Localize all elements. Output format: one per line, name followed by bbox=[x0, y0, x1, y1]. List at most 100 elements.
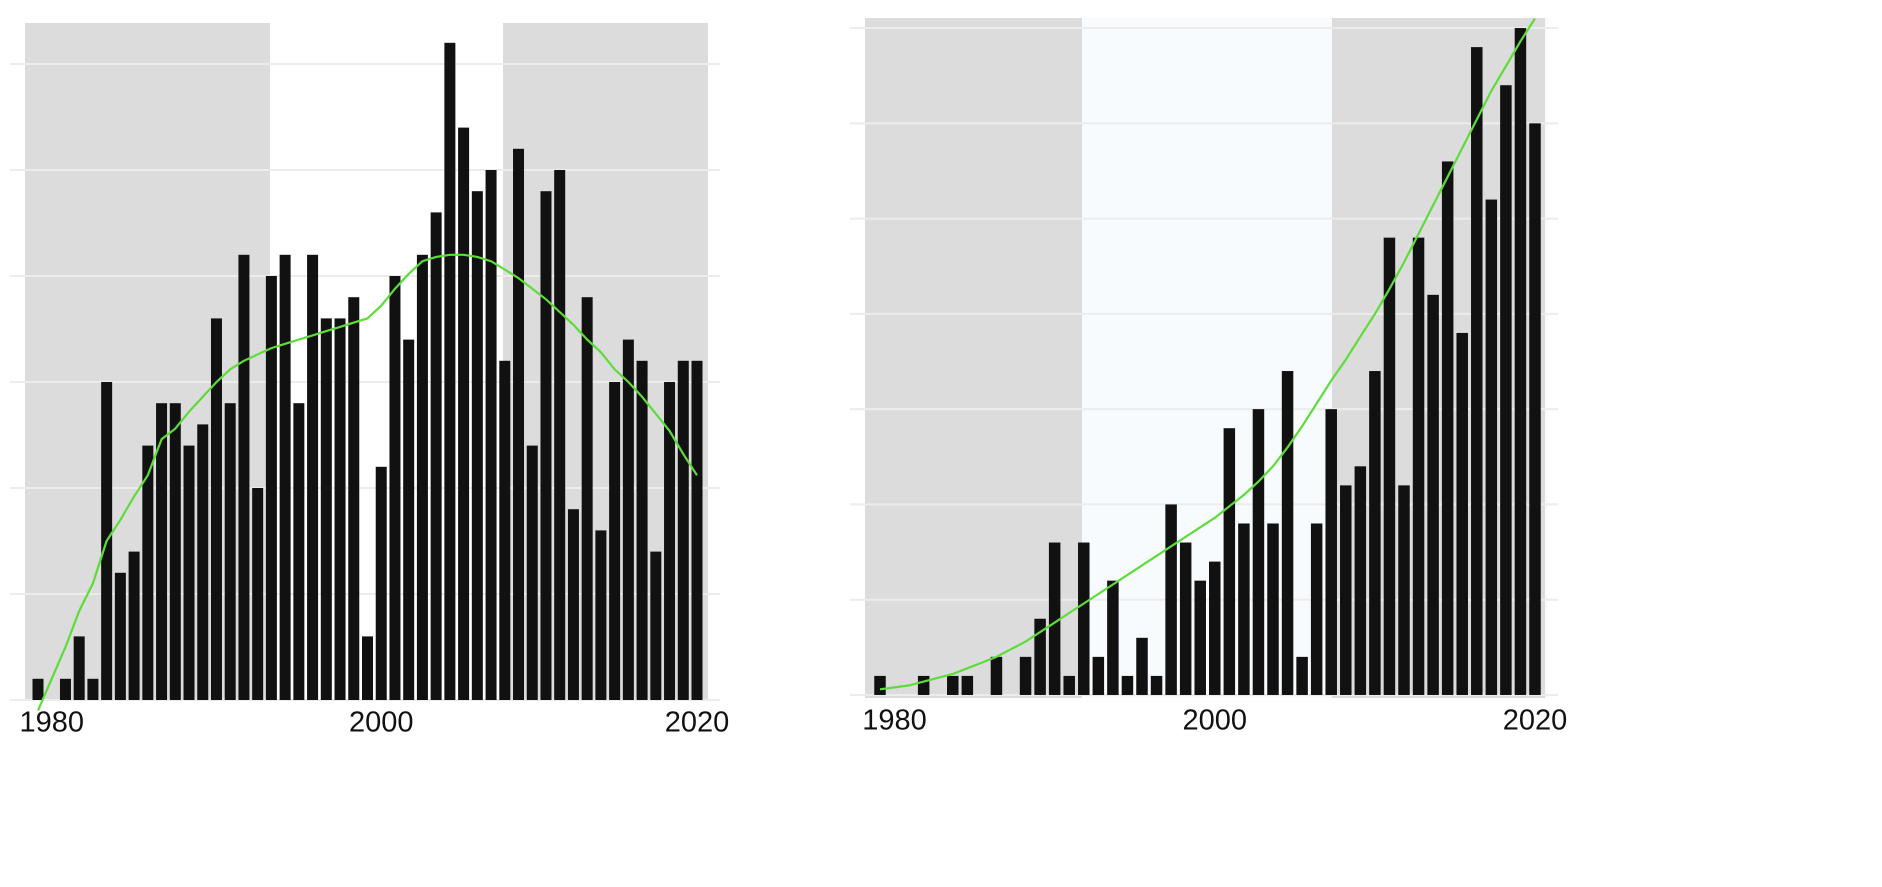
bar bbox=[1340, 485, 1352, 695]
bar bbox=[554, 170, 566, 700]
bar bbox=[1136, 637, 1148, 695]
bar bbox=[444, 42, 456, 701]
bar bbox=[1471, 47, 1483, 695]
bar bbox=[1078, 542, 1090, 695]
bar bbox=[1456, 332, 1468, 695]
bar bbox=[348, 297, 360, 700]
bar bbox=[1354, 466, 1367, 695]
bar bbox=[1310, 523, 1323, 695]
bar bbox=[252, 488, 264, 700]
bar bbox=[947, 675, 959, 695]
bar bbox=[458, 127, 470, 701]
x-tick-label: 1980 bbox=[862, 705, 927, 737]
bar bbox=[265, 276, 277, 700]
bar bbox=[1325, 409, 1337, 695]
bar bbox=[1048, 542, 1061, 695]
bar bbox=[1427, 294, 1439, 695]
bar bbox=[142, 445, 154, 700]
bar bbox=[499, 360, 511, 700]
bar bbox=[32, 678, 44, 700]
bar bbox=[210, 318, 222, 700]
bar bbox=[567, 509, 579, 700]
bar bbox=[293, 403, 305, 700]
bar bbox=[1238, 523, 1250, 695]
bar bbox=[917, 675, 930, 695]
bar bbox=[581, 297, 593, 700]
bar bbox=[1165, 504, 1177, 695]
bar bbox=[1267, 523, 1279, 695]
trend-line bbox=[879, 17, 1536, 691]
bar bbox=[540, 191, 552, 700]
bar bbox=[334, 318, 346, 700]
bar bbox=[73, 636, 85, 700]
bar bbox=[156, 403, 168, 700]
shaded-period bbox=[865, 18, 1082, 698]
bar bbox=[1019, 656, 1032, 695]
bar bbox=[1179, 542, 1192, 695]
bar bbox=[362, 636, 373, 700]
bar bbox=[609, 382, 621, 700]
bar bbox=[622, 339, 634, 700]
bar bbox=[664, 382, 676, 700]
bar bbox=[1194, 580, 1206, 695]
panel: 1980 2000 2020 bbox=[10, 23, 729, 739]
x-tick-label: 2000 bbox=[349, 707, 414, 739]
bar bbox=[1150, 675, 1163, 695]
bar bbox=[1441, 161, 1454, 695]
bar bbox=[87, 678, 99, 700]
bar bbox=[636, 360, 648, 700]
bar bbox=[874, 675, 886, 695]
bar bbox=[1383, 237, 1396, 695]
trend-line bbox=[36, 253, 698, 712]
bar bbox=[471, 191, 483, 700]
bar bbox=[1500, 85, 1512, 695]
bar bbox=[1412, 237, 1425, 695]
bar bbox=[169, 403, 181, 700]
bar bbox=[114, 572, 126, 700]
bar bbox=[59, 678, 71, 700]
bar bbox=[1092, 656, 1105, 695]
bar bbox=[375, 466, 387, 700]
bar bbox=[595, 530, 607, 700]
bar bbox=[1121, 675, 1134, 695]
bar bbox=[224, 403, 236, 700]
bar bbox=[990, 656, 1003, 695]
bar bbox=[416, 254, 428, 701]
bar bbox=[485, 170, 497, 700]
bar bbox=[691, 360, 703, 700]
bar bbox=[1281, 371, 1294, 695]
bar bbox=[1398, 485, 1410, 695]
bar bbox=[389, 276, 401, 700]
bar bbox=[1063, 675, 1075, 695]
bar bbox=[238, 254, 250, 701]
bar bbox=[320, 318, 332, 700]
bar bbox=[650, 551, 662, 700]
bar bbox=[1369, 371, 1381, 695]
bar bbox=[677, 360, 689, 700]
bar bbox=[307, 254, 319, 701]
bar bbox=[1296, 656, 1308, 695]
bar bbox=[1252, 409, 1265, 695]
bar bbox=[128, 551, 140, 700]
bar bbox=[1034, 618, 1046, 695]
bar bbox=[1223, 428, 1236, 695]
x-tick-label: 1980 bbox=[19, 707, 84, 739]
bar bbox=[430, 212, 442, 700]
x-tick-label: 2020 bbox=[665, 707, 730, 739]
bar bbox=[1529, 123, 1541, 695]
bar bbox=[1107, 580, 1119, 695]
bar bbox=[513, 148, 525, 701]
bar bbox=[1514, 28, 1527, 695]
bar bbox=[279, 254, 291, 701]
bar bbox=[961, 675, 974, 695]
bar bbox=[183, 445, 195, 700]
panel: 1980 2000 2020 bbox=[850, 17, 1568, 737]
x-tick-label: 2020 bbox=[1503, 705, 1568, 737]
bar bbox=[403, 339, 415, 700]
bar bbox=[1209, 561, 1221, 695]
bar bbox=[197, 424, 209, 700]
bar bbox=[526, 445, 538, 700]
bar bbox=[1485, 199, 1498, 695]
